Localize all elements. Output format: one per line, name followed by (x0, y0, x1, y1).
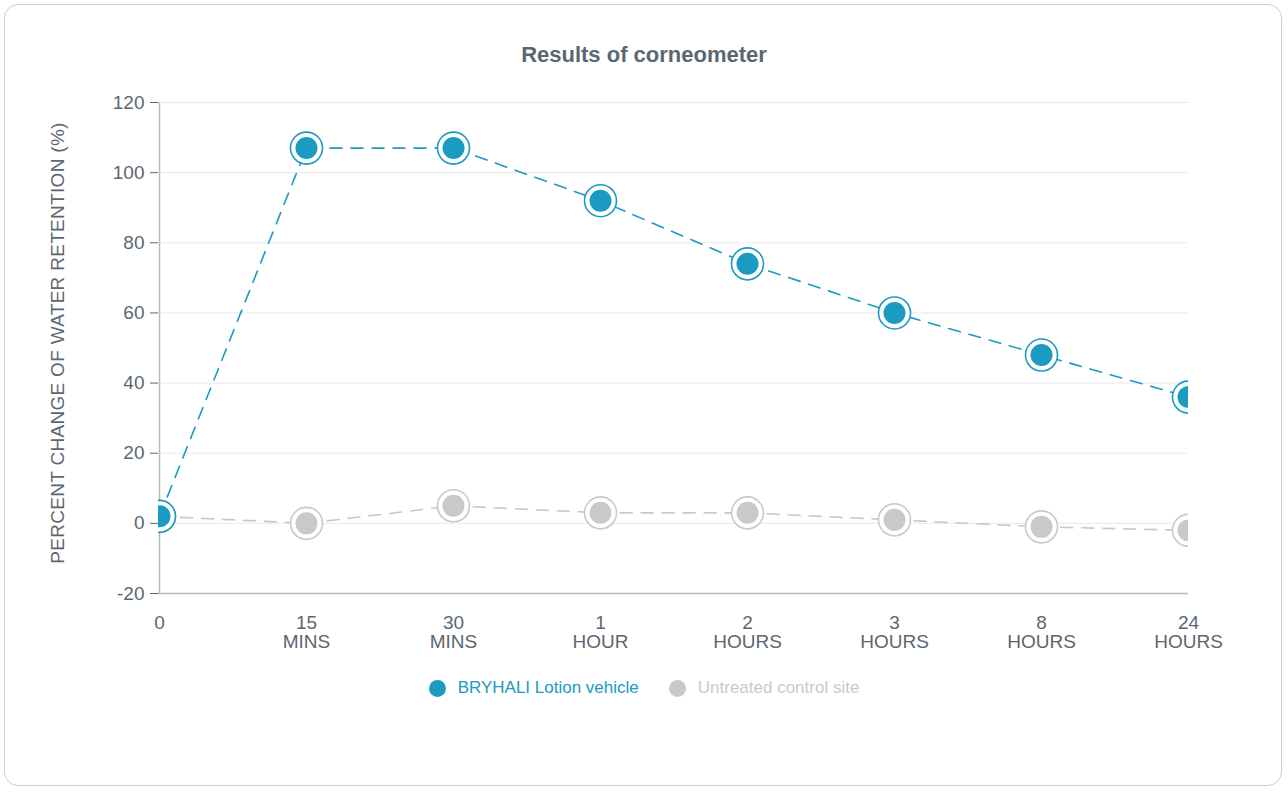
svg-text:24HOURS: 24HOURS (1154, 612, 1223, 652)
svg-text:60: 60 (123, 302, 144, 323)
svg-text:40: 40 (123, 372, 144, 393)
svg-text:3HOURS: 3HOURS (860, 612, 929, 652)
html-text:PERCENT CHANGE OF WATER RETENT: PERCENT CHANGE OF WATER RETENTION (%) (47, 122, 68, 564)
svg-text:15MINS: 15MINS (283, 612, 331, 652)
svg-text:1HOUR: 1HOUR (573, 612, 629, 652)
svg-text:80: 80 (123, 232, 144, 253)
svg-text:0: 0 (154, 612, 165, 633)
html-text:BRYHALI Lotion vehicle: BRYHALI Lotion vehicle (457, 678, 639, 697)
html-text:Results of corneometer: Results of corneometer (521, 42, 767, 67)
svg-text:0: 0 (134, 512, 145, 533)
svg-text:2HOURS: 2HOURS (713, 612, 782, 652)
svg-text:8HOURS: 8HOURS (1007, 612, 1076, 652)
svg-text:20: 20 (123, 442, 144, 463)
svg-text:-20: -20 (117, 583, 144, 604)
svg-text:120: 120 (113, 92, 145, 113)
html-text:Untreated control site: Untreated control site (697, 678, 860, 697)
svg-text:30MINS: 30MINS (430, 612, 478, 652)
svg-text:100: 100 (113, 162, 145, 183)
